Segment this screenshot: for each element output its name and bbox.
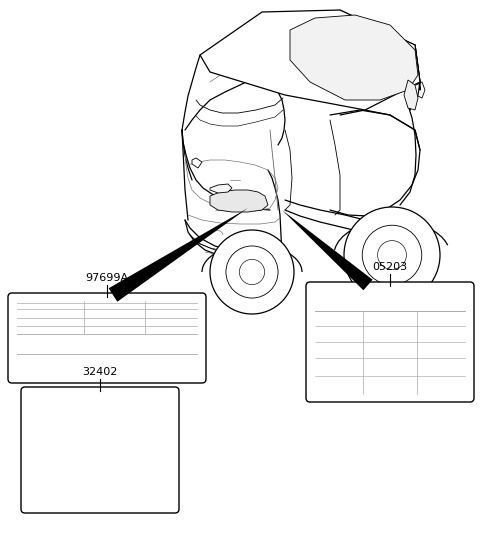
Circle shape bbox=[344, 207, 440, 303]
Polygon shape bbox=[200, 10, 420, 110]
Polygon shape bbox=[108, 208, 248, 302]
Polygon shape bbox=[210, 190, 268, 212]
Text: 32402: 32402 bbox=[82, 367, 118, 377]
FancyBboxPatch shape bbox=[8, 293, 206, 383]
Polygon shape bbox=[404, 80, 418, 110]
Circle shape bbox=[210, 230, 294, 314]
Circle shape bbox=[240, 259, 264, 285]
Circle shape bbox=[226, 246, 278, 298]
Polygon shape bbox=[282, 210, 372, 291]
Polygon shape bbox=[192, 158, 202, 168]
FancyBboxPatch shape bbox=[21, 387, 179, 513]
Circle shape bbox=[362, 225, 422, 285]
Text: 05203: 05203 bbox=[372, 262, 408, 272]
Polygon shape bbox=[210, 184, 232, 193]
Text: 97699A: 97699A bbox=[85, 273, 129, 283]
FancyBboxPatch shape bbox=[306, 282, 474, 402]
Polygon shape bbox=[290, 15, 418, 100]
Circle shape bbox=[378, 241, 407, 270]
